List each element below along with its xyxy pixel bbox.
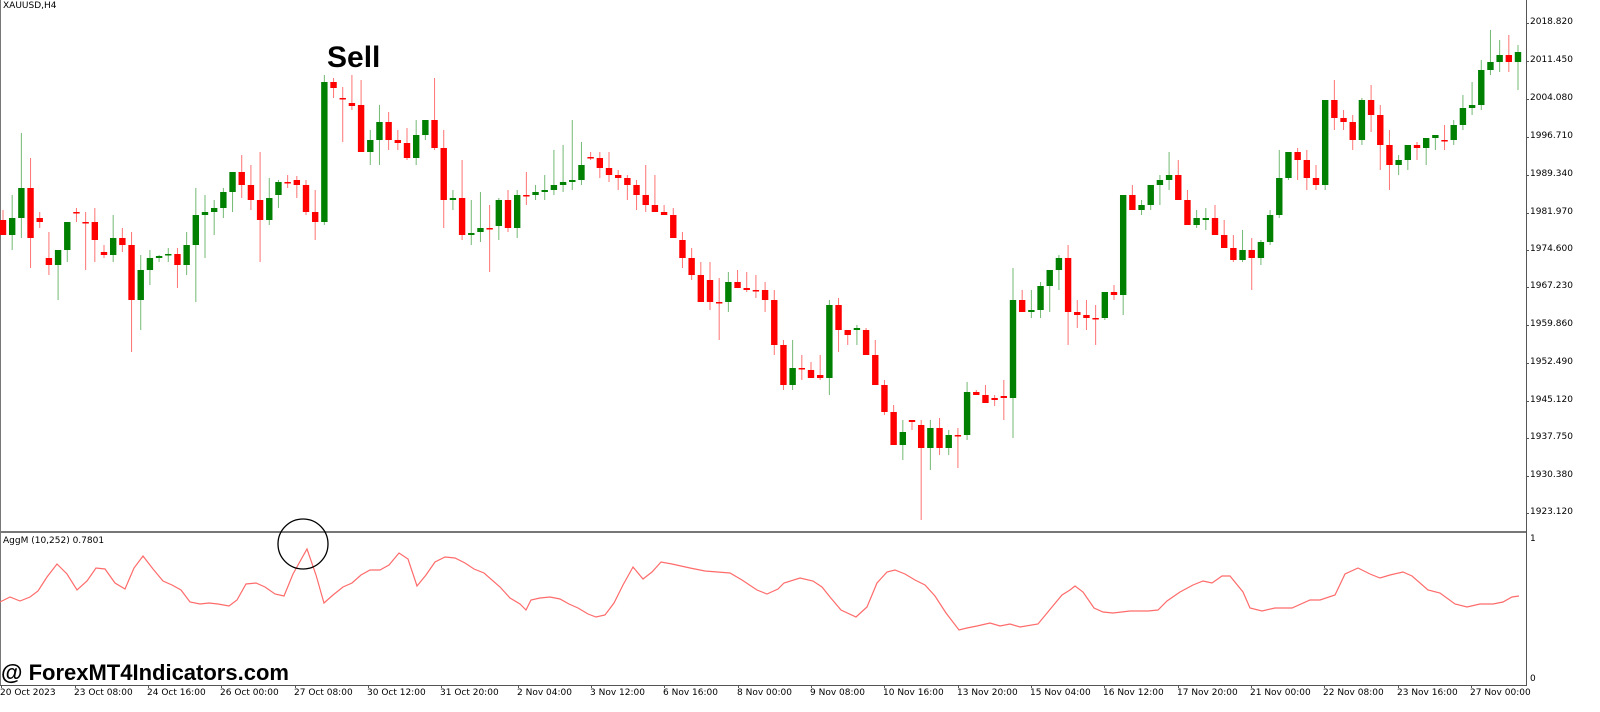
- price-tick-mark: [1526, 137, 1529, 138]
- watermark-text: @ ForexMT4Indicators.com: [1, 660, 289, 685]
- time-axis-line: [0, 685, 1527, 686]
- symbol-label: XAUUSD,H4: [3, 1, 57, 11]
- price-tick-label: 2018.820: [1530, 17, 1573, 27]
- price-tick-mark: [1526, 476, 1529, 477]
- price-tick-mark: [1526, 401, 1529, 402]
- price-tick-label: 1989.340: [1530, 169, 1573, 179]
- time-tick-mark: [884, 685, 885, 688]
- time-tick-label: 15 Nov 04:00: [1030, 688, 1091, 698]
- time-tick-mark: [811, 685, 812, 688]
- time-tick-label: 13 Nov 20:00: [957, 688, 1018, 698]
- price-tick-mark: [1526, 513, 1529, 514]
- time-tick-label: 2 Nov 04:00: [517, 688, 572, 698]
- time-tick-label: 23 Nov 16:00: [1397, 688, 1458, 698]
- price-tick-label: 1952.490: [1530, 357, 1573, 367]
- candles: [0, 30, 1522, 520]
- time-tick-label: 24 Oct 16:00: [147, 688, 206, 698]
- price-tick-label: 1996.710: [1530, 131, 1573, 141]
- time-tick-label: 27 Oct 08:00: [294, 688, 353, 698]
- time-tick-mark: [958, 685, 959, 688]
- price-axis-line: [1526, 0, 1527, 686]
- time-tick-mark: [1471, 685, 1472, 688]
- price-tick-label: 1937.750: [1530, 432, 1573, 442]
- time-tick-mark: [664, 685, 665, 688]
- price-tick-mark: [1526, 287, 1529, 288]
- price-tick-label: 1981.970: [1530, 207, 1573, 217]
- price-tick-mark: [1526, 61, 1529, 62]
- indicator-tick-label: 1: [1530, 534, 1536, 544]
- indicator-label: AggM (10,252) 0.7801: [3, 536, 105, 546]
- price-tick-mark: [1526, 363, 1529, 364]
- time-tick-mark: [75, 685, 76, 688]
- time-tick-label: 16 Nov 12:00: [1103, 688, 1164, 698]
- time-tick-mark: [1178, 685, 1179, 688]
- time-tick-mark: [148, 685, 149, 688]
- price-tick-mark: [1526, 325, 1529, 326]
- time-tick-mark: [441, 685, 442, 688]
- price-tick-label: 1959.860: [1530, 319, 1573, 329]
- time-tick-label: 3 Nov 12:00: [590, 688, 645, 698]
- price-tick-label: 1930.380: [1530, 470, 1573, 480]
- time-tick-label: 31 Oct 20:00: [440, 688, 499, 698]
- time-tick-label: 21 Nov 00:00: [1250, 688, 1311, 698]
- time-tick-mark: [1398, 685, 1399, 688]
- price-tick-label: 1974.600: [1530, 244, 1573, 254]
- time-tick-mark: [738, 685, 739, 688]
- time-tick-label: 6 Nov 16:00: [663, 688, 718, 698]
- indicator-tick-label: 0: [1530, 674, 1536, 684]
- price-tick-label: 1923.120: [1530, 507, 1573, 517]
- time-tick-label: 20 Oct 2023: [0, 688, 56, 698]
- indicator-pane[interactable]: [0, 533, 1526, 685]
- price-tick-label: 2011.450: [1530, 55, 1573, 65]
- price-tick-mark: [1526, 250, 1529, 251]
- price-tick-label: 2004.080: [1530, 93, 1573, 103]
- time-tick-label: 26 Oct 00:00: [220, 688, 279, 698]
- price-tick-mark: [1526, 23, 1529, 24]
- sell-annotation: Sell: [327, 41, 381, 74]
- price-tick-label: 1967.230: [1530, 281, 1573, 291]
- time-tick-label: 17 Nov 20:00: [1177, 688, 1238, 698]
- time-tick-mark: [1104, 685, 1105, 688]
- aggm-line: [0, 547, 1520, 631]
- time-tick-mark: [295, 685, 296, 688]
- time-tick-mark: [368, 685, 369, 688]
- time-tick-mark: [1, 685, 2, 688]
- time-tick-label: 22 Nov 08:00: [1323, 688, 1384, 698]
- price-tick-mark: [1526, 213, 1529, 214]
- price-tick-mark: [1526, 99, 1529, 100]
- time-tick-mark: [1031, 685, 1032, 688]
- time-tick-mark: [1324, 685, 1325, 688]
- time-tick-label: 30 Oct 12:00: [367, 688, 426, 698]
- time-tick-mark: [221, 685, 222, 688]
- time-tick-label: 10 Nov 16:00: [883, 688, 944, 698]
- signal-highlight-circle: [277, 518, 329, 570]
- time-tick-mark: [518, 685, 519, 688]
- price-chart-pane[interactable]: [0, 0, 1526, 531]
- price-tick-mark: [1526, 175, 1529, 176]
- time-tick-label: 9 Nov 08:00: [810, 688, 865, 698]
- price-tick-mark: [1526, 438, 1529, 439]
- time-tick-label: 27 Nov 00:00: [1470, 688, 1531, 698]
- time-tick-label: 23 Oct 08:00: [74, 688, 133, 698]
- price-tick-label: 1945.120: [1530, 395, 1573, 405]
- pane-separator[interactable]: [0, 531, 1526, 533]
- time-tick-mark: [591, 685, 592, 688]
- time-tick-label: 8 Nov 00:00: [737, 688, 792, 698]
- time-tick-mark: [1251, 685, 1252, 688]
